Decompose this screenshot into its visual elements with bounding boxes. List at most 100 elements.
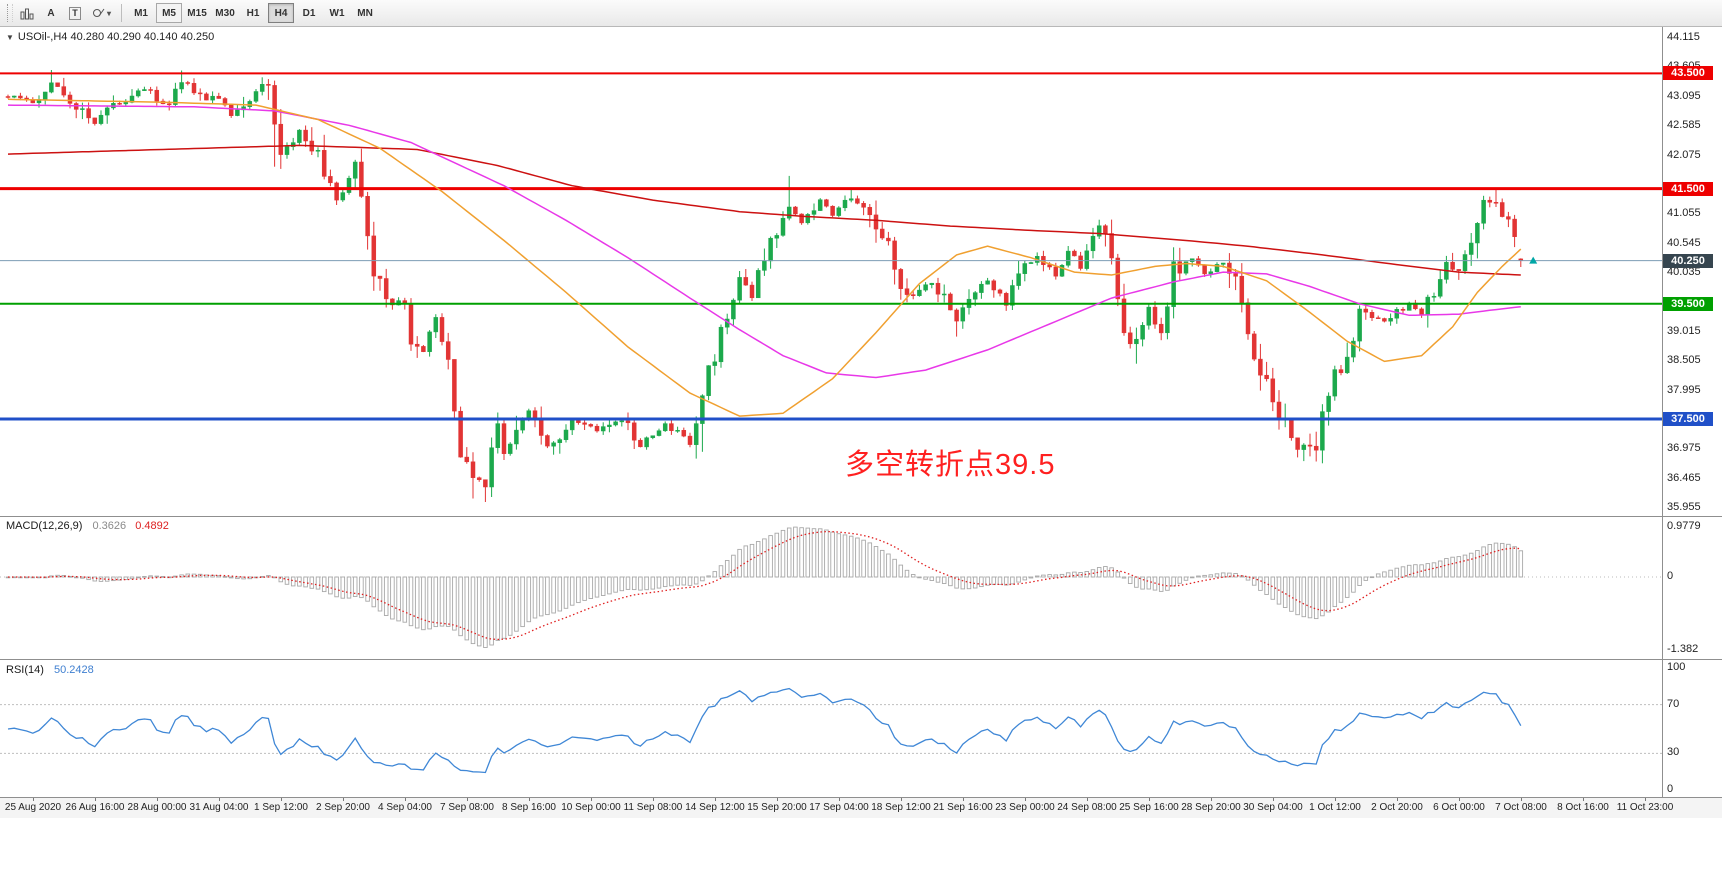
chart-icon <box>20 8 34 19</box>
toolbar-drag-handle[interactable] <box>7 4 13 22</box>
timeframe-M30-button[interactable]: M30 <box>212 3 238 23</box>
time-axis-label: 17 Sep 04:00 <box>809 802 869 813</box>
time-axis-tick <box>1211 798 1212 801</box>
price-axis-tick: 42.585 <box>1667 119 1701 132</box>
text-tool-button[interactable]: A <box>40 3 62 23</box>
time-axis-label: 30 Sep 04:00 <box>1243 802 1303 813</box>
label-tool-button[interactable]: T <box>64 3 86 23</box>
time-axis-label: 2 Oct 20:00 <box>1371 802 1423 813</box>
price-axis-tick: 37.995 <box>1667 383 1701 396</box>
time-axis-tick <box>1087 798 1088 801</box>
time-axis-tick <box>343 798 344 801</box>
time-axis-label: 7 Oct 08:00 <box>1495 802 1547 813</box>
time-axis-label: 26 Aug 16:00 <box>65 802 125 813</box>
timeframe-W1-button[interactable]: W1 <box>324 3 350 23</box>
macd-axis-tick: 0 <box>1667 570 1674 582</box>
time-axis-label: 25 Aug 2020 <box>4 802 62 813</box>
price-up-arrow-icon <box>1529 256 1538 264</box>
price-axis-tick: 36.465 <box>1667 471 1701 484</box>
time-axis-label: 8 Oct 16:00 <box>1557 802 1609 813</box>
time-axis-tick <box>467 798 468 801</box>
macd-axis-tick: -1.382 <box>1667 643 1699 655</box>
price-axis-tick: 43.095 <box>1667 89 1701 102</box>
collapse-triangle-icon[interactable]: ▼ <box>6 32 14 42</box>
time-axis-tick <box>95 798 96 801</box>
chart-icon-button[interactable] <box>16 3 38 23</box>
price-axis-tick: 41.055 <box>1667 207 1701 220</box>
panel-divider[interactable] <box>0 659 1722 660</box>
timeframe-H1-button[interactable]: H1 <box>240 3 266 23</box>
rsi-axis-tick: 100 <box>1667 661 1686 673</box>
panel-divider[interactable] <box>0 516 1722 517</box>
price-axis-tick: 42.075 <box>1667 148 1701 161</box>
time-axis-tick <box>653 798 654 801</box>
time-axis-tick <box>715 798 716 801</box>
main-chart-svg[interactable] <box>0 27 1662 516</box>
time-axis-tick <box>1645 798 1646 801</box>
time-axis-label: 11 Oct 23:00 <box>1616 802 1674 813</box>
time-axis-tick <box>839 798 840 801</box>
time-axis-tick <box>777 798 778 801</box>
price-level-badge: 37.500 <box>1663 412 1713 426</box>
rsi-axis-tick: 70 <box>1667 697 1680 710</box>
timeframe-MN-button[interactable]: MN <box>352 3 378 23</box>
time-axis-tick <box>529 798 530 801</box>
macd-axis-tick: 0.9779 <box>1667 520 1701 532</box>
time-axis-tick <box>1335 798 1336 801</box>
panel-divider[interactable] <box>0 797 1722 798</box>
price-axis-tick: 39.015 <box>1667 324 1701 337</box>
macd-indicator-label: MACD(12,26,9) 0.3626 0.4892 <box>6 520 169 532</box>
price-axis-tick: 35.955 <box>1667 501 1701 513</box>
macd-panel-svg[interactable] <box>0 517 1662 659</box>
time-axis-label: 28 Sep 20:00 <box>1181 802 1241 813</box>
time-axis-label: 6 Oct 00:00 <box>1433 802 1485 813</box>
symbol-ohlc-text: USOil-,H4 40.280 40.290 40.140 40.250 <box>17 31 215 43</box>
time-axis-label: 31 Aug 04:00 <box>189 802 249 813</box>
time-axis[interactable]: 25 Aug 2020 26 Aug 16:00 28 Aug 00:00 31 Au… <box>0 798 1722 818</box>
time-axis-tick <box>157 798 158 801</box>
rsi-value: 50.2428 <box>53 664 94 676</box>
timeframe-M5-button[interactable]: M5 <box>156 3 183 23</box>
timeframe-M15-button[interactable]: M15 <box>184 3 210 23</box>
time-axis-label: 10 Sep 00:00 <box>561 802 621 813</box>
price-axis-tick: 40.035 <box>1667 266 1701 278</box>
price-axis-tick: 44.115 <box>1667 31 1700 43</box>
time-axis-tick <box>1397 798 1398 801</box>
time-axis-tick <box>219 798 220 801</box>
time-axis-label: 21 Sep 16:00 <box>933 802 993 813</box>
time-axis-label: 28 Aug 00:00 <box>127 802 187 813</box>
rsi-panel-svg[interactable] <box>0 660 1662 797</box>
price-axis-border <box>1662 27 1663 798</box>
time-axis-label: 11 Sep 08:00 <box>623 802 683 813</box>
time-axis-label: 7 Sep 08:00 <box>440 802 494 813</box>
macd-name: MACD(12,26,9) <box>6 520 83 532</box>
label-tool-icon: T <box>69 6 81 20</box>
current-price-badge: 40.250 <box>1663 253 1713 268</box>
shapes-tool-button[interactable]: ▾ <box>88 3 115 23</box>
time-axis-tick <box>1459 798 1460 801</box>
timeframe-H4-button[interactable]: H4 <box>268 3 295 23</box>
time-axis-label: 8 Sep 16:00 <box>502 802 556 813</box>
chart-annotation-text: 多空转折点39.5 <box>845 449 1056 481</box>
rsi-indicator-label: RSI(14) 50.2428 <box>6 664 94 676</box>
time-axis-tick <box>1583 798 1584 801</box>
price-axis-tick: 40.545 <box>1667 236 1701 249</box>
time-axis-tick <box>33 798 34 801</box>
price-level-badge: 39.500 <box>1663 296 1713 311</box>
rsi-axis-tick: 0 <box>1667 783 1674 795</box>
chart-symbol-title: ▼ USOil-,H4 40.280 40.290 40.140 40.250 <box>6 31 214 43</box>
macd-main-value: 0.3626 <box>92 520 127 532</box>
time-axis-label: 2 Sep 20:00 <box>316 802 370 813</box>
time-axis-label: 1 Oct 12:00 <box>1309 802 1361 813</box>
timeframe-D1-button[interactable]: D1 <box>296 3 322 23</box>
time-axis-tick <box>1521 798 1522 801</box>
time-axis-label: 18 Sep 12:00 <box>871 802 931 813</box>
time-axis-tick <box>963 798 964 801</box>
time-axis-tick <box>281 798 282 801</box>
time-axis-tick <box>1025 798 1026 801</box>
timeframe-M1-button[interactable]: M1 <box>128 3 154 23</box>
macd-signal-value: 0.4892 <box>135 520 169 532</box>
price-axis-tick: 36.975 <box>1667 442 1701 455</box>
time-axis-tick <box>591 798 592 801</box>
